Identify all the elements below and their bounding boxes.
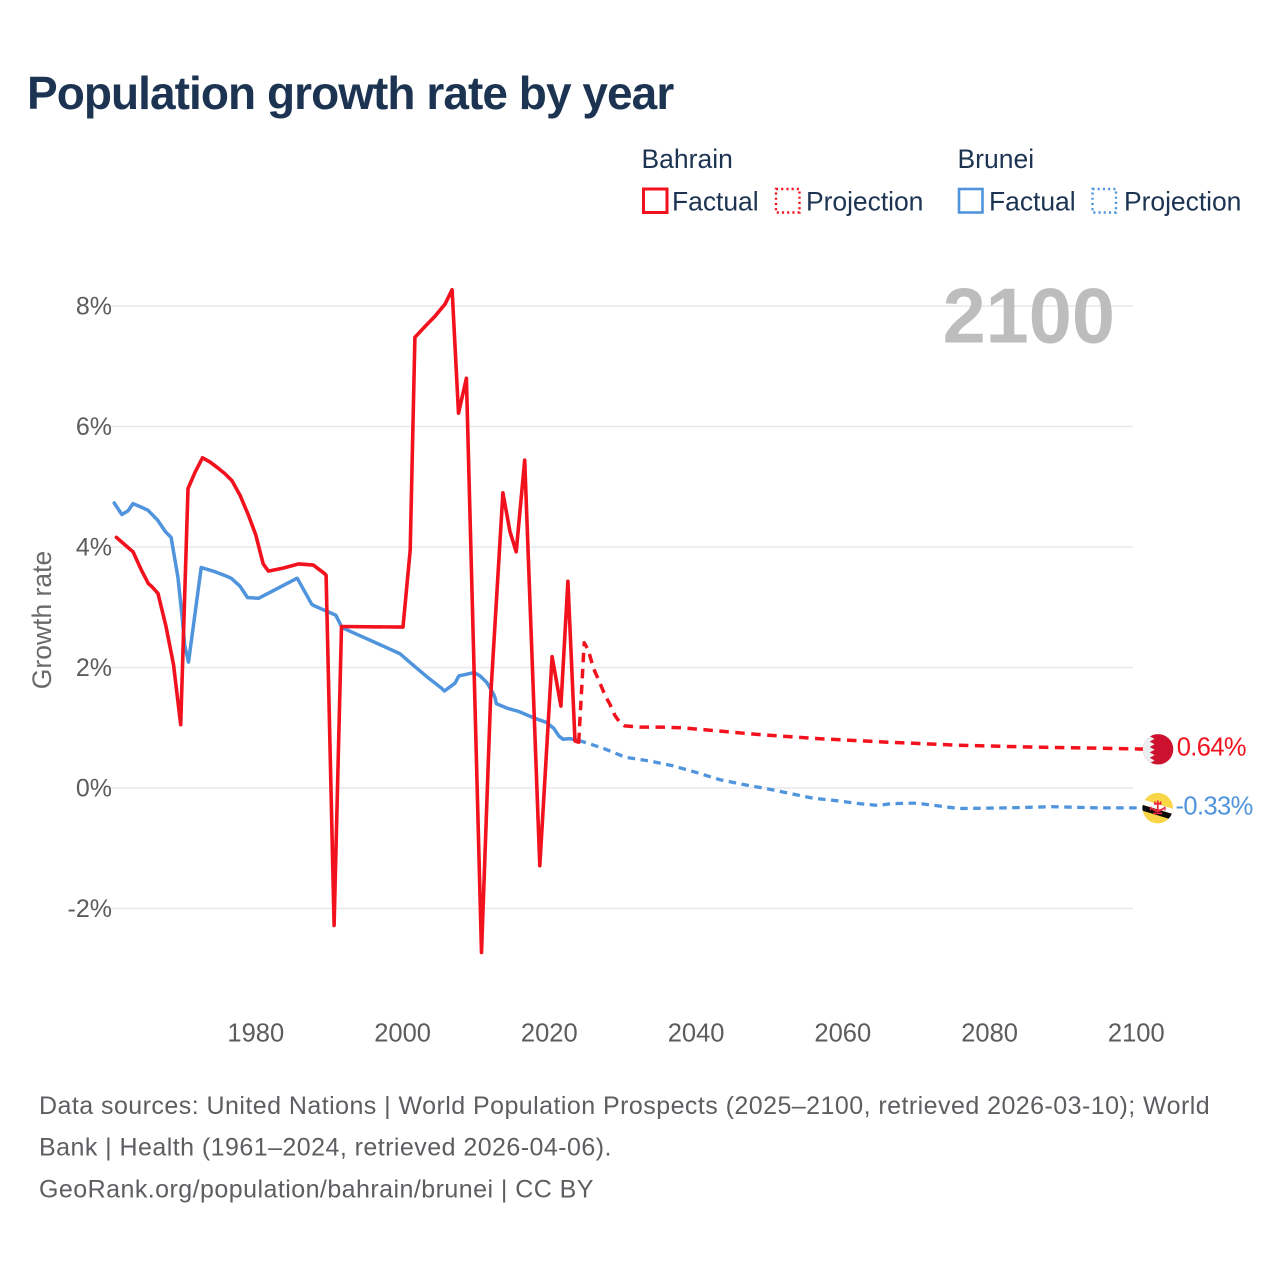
svg-text:2060: 2060	[814, 1020, 871, 1048]
svg-text:Population growth rate by year: Population growth rate by year	[27, 67, 674, 119]
svg-text:0.64%: 0.64%	[1177, 734, 1246, 762]
svg-text:-2%: -2%	[68, 895, 112, 923]
svg-text:2000: 2000	[374, 1020, 431, 1048]
svg-text:6%: 6%	[76, 413, 112, 441]
svg-text:2080: 2080	[961, 1020, 1018, 1048]
svg-text:2100: 2100	[1108, 1020, 1165, 1048]
svg-text:Projection: Projection	[1124, 187, 1241, 217]
svg-text:2%: 2%	[76, 654, 112, 682]
svg-text:Data sources: United Nations |: Data sources: United Nations | World Pop…	[39, 1092, 1210, 1120]
svg-text:GeoRank.org/population/bahrain: GeoRank.org/population/bahrain/brunei | …	[39, 1175, 594, 1203]
svg-text:Growth rate: Growth rate	[27, 551, 57, 689]
svg-text:Factual: Factual	[672, 187, 759, 217]
svg-text:8%: 8%	[76, 292, 112, 320]
svg-text:0%: 0%	[76, 774, 112, 802]
svg-text:Brunei: Brunei	[958, 144, 1035, 174]
svg-text:-0.33%: -0.33%	[1176, 792, 1253, 820]
svg-text:2020: 2020	[521, 1020, 578, 1048]
svg-text:Bahrain: Bahrain	[642, 144, 733, 174]
svg-text:2040: 2040	[668, 1020, 725, 1048]
svg-text:2100: 2100	[943, 274, 1115, 360]
svg-text:Factual: Factual	[989, 187, 1076, 217]
svg-text:4%: 4%	[76, 533, 112, 561]
svg-text:1980: 1980	[227, 1020, 284, 1048]
svg-text:Bank | Health (1961–2024, retr: Bank | Health (1961–2024, retrieved 2026…	[39, 1134, 612, 1162]
svg-text:Projection: Projection	[806, 187, 923, 217]
